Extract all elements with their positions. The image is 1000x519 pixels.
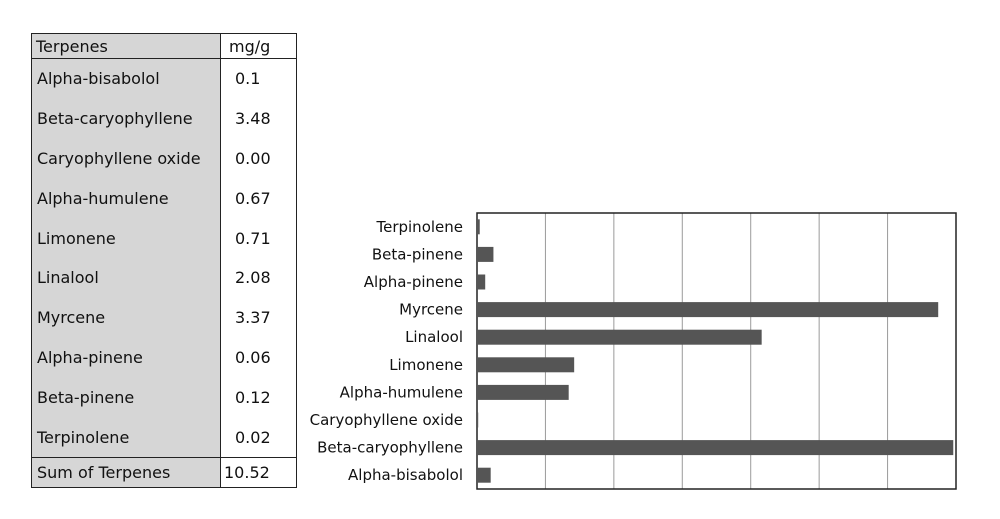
- terpene-name: Caryophyllene oxide: [31, 138, 221, 179]
- category-label: Alpha-humulene: [340, 383, 463, 401]
- table-row: Limonene 0.71: [31, 218, 297, 258]
- terpene-name: Terpinolene: [31, 417, 221, 458]
- header-terpenes: Terpenes: [31, 33, 221, 59]
- category-label: Terpinolene: [375, 218, 463, 236]
- bar: [477, 274, 486, 290]
- category-label: Myrcene: [399, 301, 463, 319]
- table-row: Alpha-bisabolol 0.1: [31, 58, 297, 99]
- terpene-name: Limonene: [31, 218, 221, 258]
- category-label: Linalool: [405, 328, 463, 346]
- bar: [477, 329, 762, 345]
- terpene-value: 0.06: [220, 337, 297, 378]
- bar: [477, 412, 479, 428]
- plot-area: [476, 212, 957, 490]
- terpene-name: Myrcene: [31, 297, 221, 338]
- terpene-name: Beta-caryophyllene: [31, 98, 221, 139]
- table-row: Caryophyllene oxide 0.00: [31, 138, 297, 179]
- table-sum-row: Sum of Terpenes 10.52: [31, 456, 297, 488]
- category-label: Alpha-pinene: [364, 273, 463, 291]
- bar: [477, 302, 939, 318]
- terpene-table: Terpenes mg/g Alpha-bisabolol 0.1 Beta-car…: [31, 33, 297, 488]
- terpene-value: 0.67: [220, 178, 297, 219]
- terpene-name: Alpha-pinene: [31, 337, 221, 378]
- category-label: Caryophyllene oxide: [310, 411, 463, 429]
- table-row: Terpinolene 0.02: [31, 417, 297, 458]
- bar: [477, 357, 575, 373]
- terpene-value: 0.1: [220, 58, 297, 99]
- terpene-name: Alpha-humulene: [31, 178, 221, 219]
- bar: [477, 246, 494, 262]
- terpene-value: 3.37: [220, 297, 297, 338]
- bar: [477, 467, 491, 483]
- bar: [477, 440, 954, 456]
- sum-label: Sum of Terpenes: [31, 456, 221, 488]
- table-row: Alpha-humulene 0.67: [31, 178, 297, 219]
- category-label: Alpha-bisabolol: [348, 466, 463, 484]
- category-label: Beta-pinene: [372, 245, 463, 263]
- bar: [477, 384, 569, 400]
- terpene-value: 3.48: [220, 98, 297, 139]
- table-row: Beta-pinene 0.12: [31, 377, 297, 418]
- terpene-value: 0.71: [220, 218, 297, 258]
- bar: [477, 219, 480, 235]
- table-header-row: Terpenes mg/g: [31, 33, 297, 59]
- terpene-value: 0.00: [220, 138, 297, 179]
- terpene-value: 0.12: [220, 377, 297, 418]
- terpene-name: Alpha-bisabolol: [31, 58, 221, 99]
- header-unit: mg/g: [220, 33, 297, 59]
- table-row: Myrcene 3.37: [31, 297, 297, 338]
- terpene-name: Beta-pinene: [31, 377, 221, 418]
- terpene-name: Linalool: [31, 257, 221, 298]
- terpene-value: 0.02: [220, 417, 297, 458]
- table-row: Alpha-pinene 0.06: [31, 337, 297, 378]
- terpene-value: 2.08: [220, 257, 297, 298]
- sum-value: 10.52: [220, 456, 297, 488]
- table-row: Beta-caryophyllene 3.48: [31, 98, 297, 139]
- category-label: Beta-caryophyllene: [317, 439, 463, 457]
- category-label: Limonene: [389, 356, 463, 374]
- table-row: Linalool 2.08: [31, 257, 297, 298]
